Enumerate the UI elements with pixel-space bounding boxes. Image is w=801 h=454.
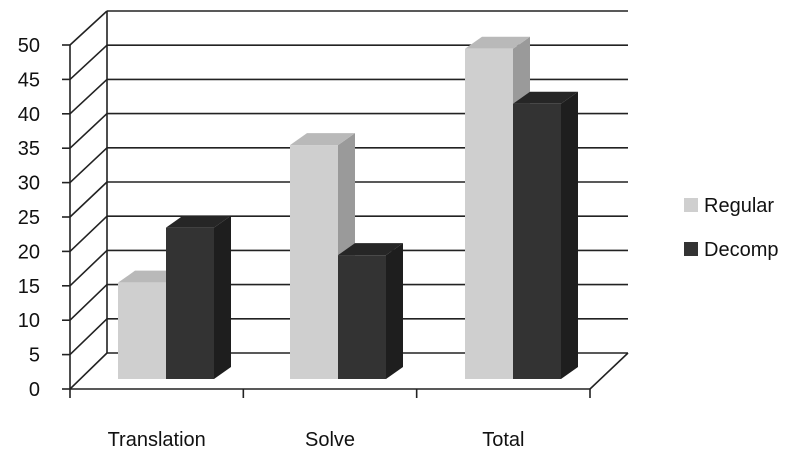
y-tick-label: 0 xyxy=(29,379,40,401)
bar-top-face xyxy=(513,91,578,104)
bar-front-face xyxy=(513,103,561,380)
bar-front-face xyxy=(465,48,513,379)
gridline-side xyxy=(69,318,108,356)
y-tick-label: 30 xyxy=(18,173,40,195)
bar-side-face xyxy=(214,215,231,379)
y-tick-label: 25 xyxy=(18,207,40,229)
y-tick-label: 15 xyxy=(18,276,40,298)
gridline-side xyxy=(69,44,108,80)
gridline-side xyxy=(69,352,108,390)
legend-label-decomp: Decomp xyxy=(704,239,778,261)
x-tick-label: Total xyxy=(482,429,524,451)
gridline-side xyxy=(69,113,108,149)
y-tick-label: 45 xyxy=(18,69,40,91)
gridline-side xyxy=(69,10,108,46)
y-tick-label: 40 xyxy=(18,104,40,126)
bar-top-face xyxy=(290,133,355,146)
bar-top-face xyxy=(465,36,530,49)
gridline-side xyxy=(69,249,108,287)
bar-side-face xyxy=(561,91,578,380)
y-tick-label: 10 xyxy=(18,310,40,332)
y-tick-label: 20 xyxy=(18,241,40,263)
gridline-side xyxy=(69,147,108,184)
gridline-side xyxy=(69,181,108,218)
bar-top-face xyxy=(166,215,231,228)
y-tick-label: 5 xyxy=(29,345,40,367)
bar-top-face xyxy=(338,243,403,256)
bar-decomp-translation xyxy=(166,215,231,379)
legend-swatch-regular xyxy=(684,198,698,212)
bar-side-face xyxy=(386,243,403,379)
floor-right-edge xyxy=(589,352,629,390)
y-tick-label: 35 xyxy=(18,138,40,160)
gridline-side xyxy=(69,78,108,115)
bar-decomp-total xyxy=(513,91,578,380)
gridline-side xyxy=(69,284,108,321)
bar-front-face xyxy=(290,145,338,379)
bar-front-face xyxy=(338,255,386,379)
x-tick-label: Solve xyxy=(305,429,355,451)
bar-front-face xyxy=(118,282,166,379)
gridline-side xyxy=(69,215,108,252)
y-tick-label: 50 xyxy=(18,35,40,57)
bar-decomp-solve xyxy=(338,243,403,379)
x-tick-label: Translation xyxy=(108,429,206,451)
bar-front-face xyxy=(166,227,214,379)
legend-swatch-decomp xyxy=(684,242,698,256)
legend-label-regular: Regular xyxy=(704,195,774,217)
